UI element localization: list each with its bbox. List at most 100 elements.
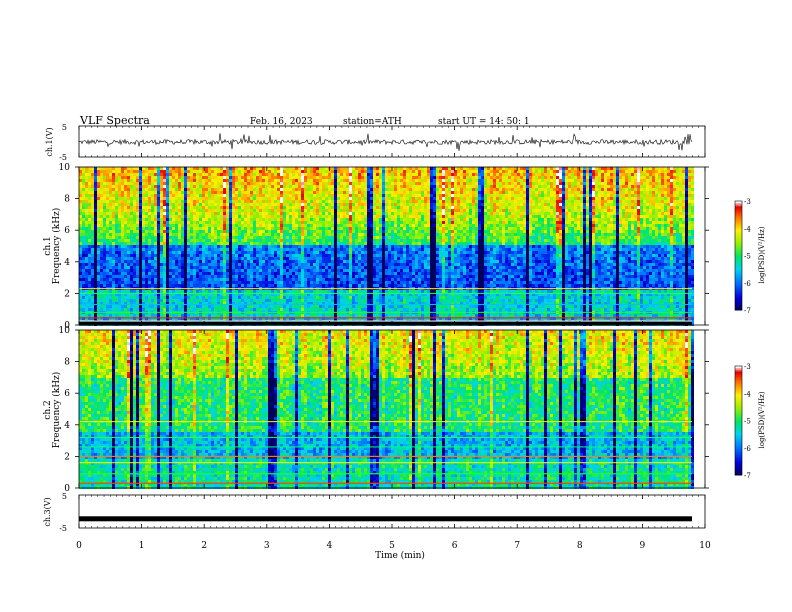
spectrogram-cell (193, 239, 196, 242)
spectrogram-cell (178, 176, 181, 179)
spectrogram-cell (601, 212, 604, 215)
spectrogram-cell (529, 191, 532, 194)
spectrogram-cell (598, 233, 601, 236)
spectrogram-cell (406, 218, 409, 221)
spectrogram-cell (304, 194, 307, 197)
spectrogram-cell (634, 179, 637, 182)
spectrogram-cell (505, 209, 508, 212)
spectrogram-cell (523, 179, 526, 182)
spectrogram-cell (367, 233, 370, 236)
spectrogram-cell (127, 209, 130, 212)
spectrogram-cell (310, 176, 313, 179)
spectrogram-cell (130, 173, 133, 176)
spectrogram-cell (274, 173, 277, 176)
spectrogram-cell (655, 176, 658, 179)
spectrogram-cell (448, 224, 451, 227)
spectrogram-cell (289, 203, 292, 206)
spectrogram-cell (115, 239, 118, 242)
spectrogram-cell (247, 236, 250, 239)
spectrogram-cell (463, 212, 466, 215)
spectrogram-cell (598, 200, 601, 203)
spectrogram-cell (541, 167, 544, 170)
spectrogram-cell (223, 230, 226, 233)
spectrogram-cell (595, 212, 598, 215)
spectrogram-cell (319, 173, 322, 176)
spectrogram-cell (655, 197, 658, 200)
spectrogram-cell (118, 200, 121, 203)
spectrogram-cell (523, 176, 526, 179)
spectrogram-cell (529, 224, 532, 227)
spectrogram-cell (100, 209, 103, 212)
spectrogram-cell (223, 236, 226, 239)
spectrogram-cell (88, 209, 91, 212)
spectrogram-cell (448, 194, 451, 197)
spectrogram-cell (190, 176, 193, 179)
spectrogram-cell (307, 233, 310, 236)
spectrogram-cell (292, 230, 295, 233)
spectrogram-cell (328, 185, 331, 188)
spectrogram-cell (103, 182, 106, 185)
spectrogram-cell (685, 209, 688, 212)
spectrogram-cell (193, 197, 196, 200)
spectrogram-cell (103, 188, 106, 191)
spectrogram-cell (571, 185, 574, 188)
spectrogram-cell (607, 206, 610, 209)
spectrogram-cell (406, 185, 409, 188)
spectrogram-cell (553, 233, 556, 236)
spectrogram-cell (418, 188, 421, 191)
spectrogram-cell (439, 167, 442, 170)
spectrogram-cell (583, 188, 586, 191)
spectrogram-cell (667, 218, 670, 221)
spectrogram-cell (376, 218, 379, 221)
spectrogram-cell (442, 200, 445, 203)
spectrogram-cell (412, 194, 415, 197)
spectrogram-cell (631, 215, 634, 218)
spectrogram-cell (445, 209, 448, 212)
spectrogram-cell (250, 182, 253, 185)
spectrogram-cell (628, 233, 631, 236)
spectrogram-cell (493, 185, 496, 188)
spectrogram-cell (85, 236, 88, 239)
spectrogram-cell (448, 206, 451, 209)
spectrogram-cell (676, 188, 679, 191)
spectrogram-cell (292, 176, 295, 179)
spectrogram-cell (529, 176, 532, 179)
spectrogram-cell (343, 182, 346, 185)
spectrogram-cell (82, 206, 85, 209)
spectrogram-cell (166, 194, 169, 197)
spectrogram-cell (82, 227, 85, 230)
spectrogram-cell (538, 203, 541, 206)
spectrogram-cell (88, 167, 91, 170)
spectrogram-cell (181, 224, 184, 227)
spectrogram-cell (118, 185, 121, 188)
spectrogram-cell (511, 176, 514, 179)
spectrogram-cell (682, 188, 685, 191)
spectrogram-cell (343, 224, 346, 227)
spectrogram-cell (514, 212, 517, 215)
spectrogram-cell (523, 167, 526, 170)
spectrogram-cell (352, 194, 355, 197)
spectrogram-cell (79, 212, 82, 215)
spectrogram-cell (655, 173, 658, 176)
spectrogram-cell (274, 182, 277, 185)
spectrogram-cell (205, 185, 208, 188)
spectrogram-cell (526, 176, 529, 179)
spectrogram-cell (445, 200, 448, 203)
spectrogram-cell (373, 209, 376, 212)
spectrogram-cell (433, 185, 436, 188)
spectrogram-cell (79, 230, 82, 233)
spectrogram-cell (493, 203, 496, 206)
spectrogram-cell (679, 182, 682, 185)
spectrogram-cell (622, 209, 625, 212)
spectrogram-cell (391, 182, 394, 185)
spectrogram-cell (283, 194, 286, 197)
spectrogram-cell (205, 236, 208, 239)
spectrogram-cell (184, 194, 187, 197)
spectrogram-cell (283, 221, 286, 224)
spectrogram-cell (121, 236, 124, 239)
spectrogram-cell (550, 218, 553, 221)
spectrogram-cell (349, 170, 352, 173)
spectrogram-cell (469, 227, 472, 230)
spectrogram-cell (115, 215, 118, 218)
spectrogram-cell (319, 185, 322, 188)
